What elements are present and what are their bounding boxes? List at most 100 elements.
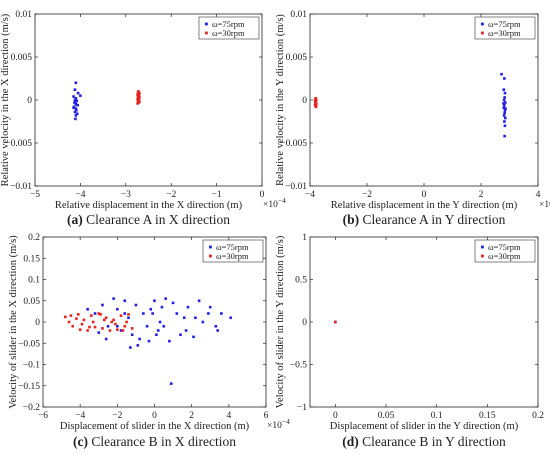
y-tick-label: −0.1 xyxy=(23,361,40,371)
panel-caption: (d) Clearance B in Y direction xyxy=(342,434,506,449)
data-point-series-1 xyxy=(216,329,219,332)
x-tick-label: −1 xyxy=(212,190,222,200)
data-point-series-1 xyxy=(79,94,82,97)
data-point-series-1 xyxy=(123,299,127,303)
legend-entry: ω=75rpm xyxy=(488,242,521,252)
plot-frame xyxy=(34,13,263,187)
y-tick-label: 0 xyxy=(35,318,40,328)
y-tick-label: −0.5 xyxy=(290,361,307,371)
data-point-series-1 xyxy=(73,98,77,102)
data-point-series-1 xyxy=(134,303,138,307)
data-point-series-2 xyxy=(90,314,93,317)
x-tick-label: −4 xyxy=(75,411,85,421)
x-multiplier: ×10−4 xyxy=(267,417,290,431)
y-tick-label: 0.15 xyxy=(23,254,40,264)
data-point-series-1 xyxy=(207,312,210,315)
data-point-series-1 xyxy=(503,134,506,138)
data-point-series-2 xyxy=(67,320,71,324)
data-point-series-2 xyxy=(112,318,115,322)
data-point-series-1 xyxy=(74,96,78,100)
data-point-series-1 xyxy=(220,312,223,315)
data-point-series-1 xyxy=(123,312,127,315)
data-point-series-1 xyxy=(74,81,78,85)
data-point-series-1 xyxy=(119,329,123,332)
data-point-series-2 xyxy=(136,93,139,97)
panel-caption-text: Clearance A in Y direction xyxy=(359,212,506,227)
data-point-series-1 xyxy=(503,124,507,128)
panel-caption-label: (c) xyxy=(73,434,88,449)
legend-entry: ω=30rpm xyxy=(216,251,249,261)
x-tick-label: 4 xyxy=(226,411,231,421)
panel-caption: (c) Clearance B in X direction xyxy=(73,434,236,449)
data-point-series-1 xyxy=(127,316,130,320)
data-point-series-2 xyxy=(103,318,106,322)
y-tick-label: 0.01 xyxy=(290,10,307,20)
panel-caption: (b) Clearance A in Y direction xyxy=(343,212,506,227)
legend-entry: ω=75rpm xyxy=(212,19,245,29)
y-tick-label: 0.005 xyxy=(11,53,33,63)
data-point-series-1 xyxy=(106,324,110,328)
x-tick-label: −2 xyxy=(112,411,122,421)
data-point-series-1 xyxy=(186,305,190,309)
legend-marker xyxy=(209,245,212,249)
chart-panel-2: −4 −2 0 2 4 −0.01 −0.005 0 0.005 0.01 ×10−4 Relativ… xyxy=(275,10,550,227)
y-axis-label: Relative velocity in the Y direction (m/… xyxy=(275,14,286,186)
x-multiplier-exponent: −4 xyxy=(278,196,286,205)
y-tick-label: 1 xyxy=(302,233,307,243)
chart-panel-3: −6 −4 −2 0 2 4 6 −0.2 −0.15 −0.1 −0.05 0 0.05 0.1 0.15… xyxy=(8,233,290,449)
panel-caption-text: Clearance B in X direction xyxy=(88,434,236,449)
data-point-series-1 xyxy=(75,99,79,103)
data-point-series-1 xyxy=(72,106,75,110)
data-point-series-1 xyxy=(112,297,115,300)
data-point-series-2 xyxy=(91,320,95,324)
x-multiplier: ×10−4 xyxy=(539,196,550,210)
data-point-series-2 xyxy=(108,329,112,332)
y-tick-label: 0 xyxy=(27,96,32,106)
x-tick-label: 0.1 xyxy=(431,411,443,421)
data-point-series-1 xyxy=(502,98,506,102)
y-tick-label: −0.01 xyxy=(10,182,32,192)
y-tick-label: 0.2 xyxy=(28,233,40,243)
legend-marker xyxy=(481,22,484,26)
data-point-series-2 xyxy=(119,314,123,317)
y-tick-label: −0.01 xyxy=(285,182,307,192)
data-point-series-1 xyxy=(151,312,154,315)
y-tick-label: 0 xyxy=(302,96,307,106)
x-tick-label: −5 xyxy=(30,190,40,200)
data-point-series-2 xyxy=(314,105,318,109)
panel-caption-text: Clearance B in Y direction xyxy=(359,434,506,449)
data-point-series-1 xyxy=(162,324,166,328)
data-point-series-1 xyxy=(229,316,232,320)
data-point-series-1 xyxy=(197,299,201,303)
data-point-series-2 xyxy=(127,313,130,316)
data-point-series-1 xyxy=(73,101,76,104)
data-point-series-2 xyxy=(114,322,117,326)
data-point-series-1 xyxy=(502,114,506,117)
data-point-series-1 xyxy=(169,382,173,385)
panel-caption-label: (d) xyxy=(342,434,359,449)
legend-entry: ω=75rpm xyxy=(488,19,521,29)
data-point-series-1 xyxy=(164,297,167,300)
x-tick-label: −2 xyxy=(362,190,372,200)
data-point-series-1 xyxy=(500,72,503,76)
data-point-series-2 xyxy=(64,315,67,319)
x-tick-label: 4 xyxy=(536,190,541,200)
data-point-series-1 xyxy=(149,307,153,311)
data-point-series-1 xyxy=(158,320,162,324)
data-point-series-1 xyxy=(93,312,97,315)
x-tick-label: −3 xyxy=(121,190,131,200)
y-tick-label: 0.05 xyxy=(23,297,40,307)
x-multiplier-exponent: −4 xyxy=(282,417,290,426)
panel-caption-label: (a) xyxy=(67,212,83,227)
x-multiplier: ×10−4 xyxy=(263,196,286,210)
y-tick-label: −0.005 xyxy=(5,139,32,149)
legend-marker xyxy=(481,31,484,35)
data-point-series-1 xyxy=(75,109,78,112)
data-point-series-1 xyxy=(504,107,507,110)
legend-box xyxy=(474,239,536,263)
data-point-series-1 xyxy=(503,116,507,120)
data-point-series-1 xyxy=(129,346,132,349)
data-point-series-2 xyxy=(130,327,134,330)
data-point-series-1 xyxy=(160,305,164,309)
data-point-series-1 xyxy=(214,324,218,328)
